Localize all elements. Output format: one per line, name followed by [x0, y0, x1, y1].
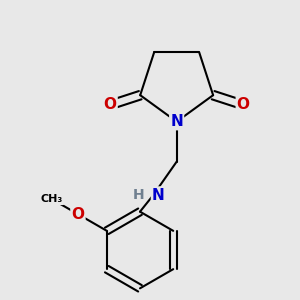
Text: N: N [152, 188, 165, 202]
Text: CH₃: CH₃ [41, 194, 63, 204]
Text: H: H [133, 188, 144, 202]
Text: O: O [103, 98, 117, 112]
Text: N: N [170, 114, 183, 129]
Text: O: O [71, 207, 84, 222]
Text: O: O [237, 98, 250, 112]
